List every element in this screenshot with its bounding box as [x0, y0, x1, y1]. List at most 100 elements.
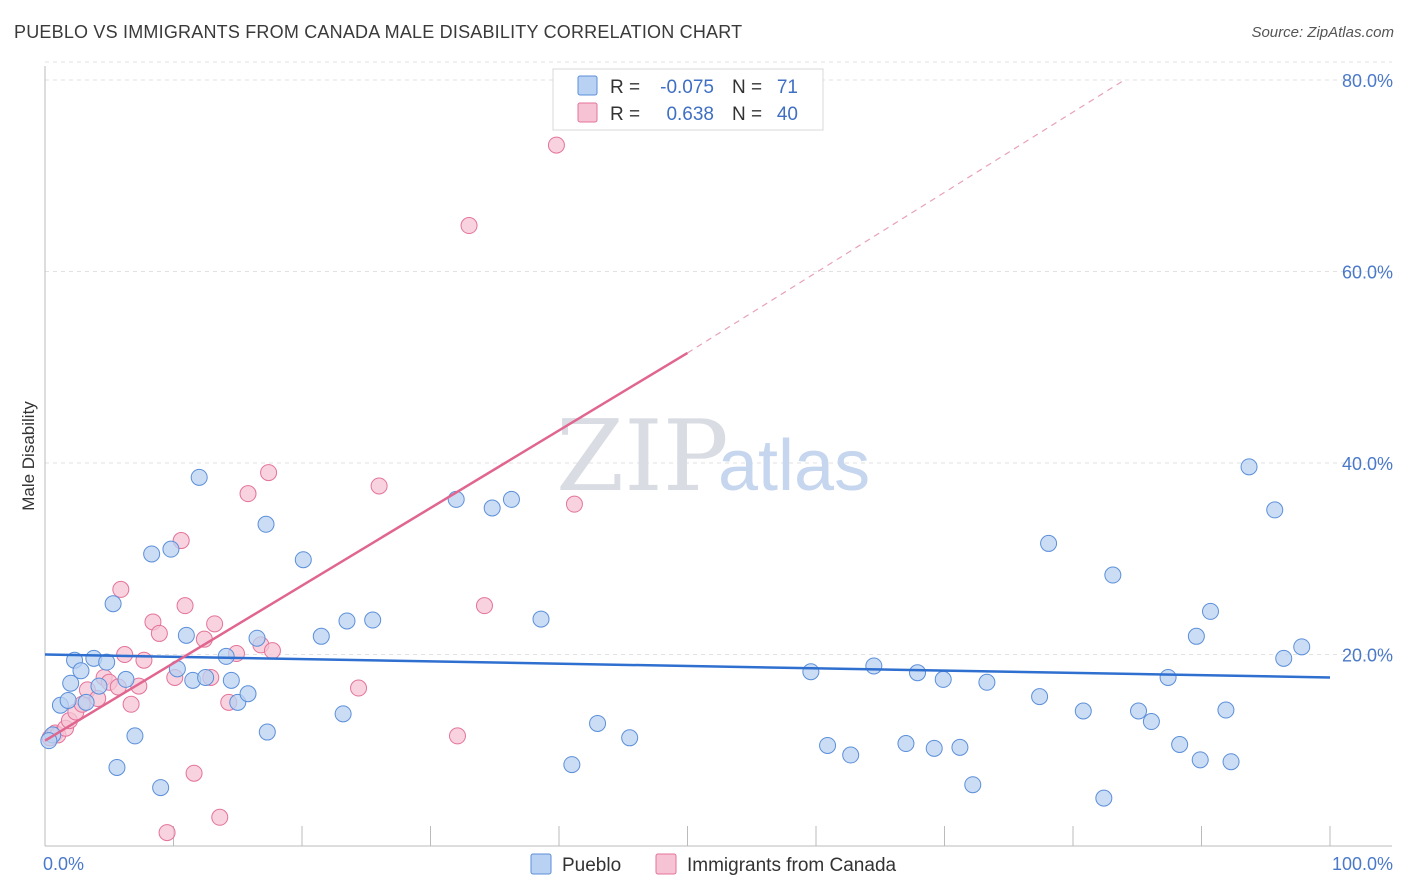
legend-swatch-canada	[577, 102, 598, 123]
x-tick-label-0: 0.0%	[43, 854, 84, 874]
legend-r-value-2: 0.638	[666, 104, 714, 125]
pueblo-point-28	[258, 723, 276, 741]
y-tick-label-2: 60.0%	[1342, 263, 1393, 283]
y-tick-labels: 20.0% 40.0% 60.0% 80.0%	[1342, 71, 1393, 666]
canada-point-23	[185, 764, 203, 782]
y-tick-label-1: 40.0%	[1342, 454, 1393, 474]
pueblo-point-15	[152, 779, 170, 797]
pueblo-point-49	[951, 738, 969, 756]
canada-point-38	[475, 597, 493, 615]
pueblo-point-21	[197, 668, 215, 686]
pueblo-point-47	[925, 739, 943, 757]
x-tick-labels: 0.0% 100.0%	[43, 854, 1393, 874]
pueblo-point-6	[77, 693, 95, 711]
correlation-legend: R = -0.075 N = 71 R = 0.638 N = 40	[552, 68, 824, 131]
pueblo-point-45	[897, 735, 915, 753]
pueblo-trend-line	[44, 653, 1331, 679]
pueblo-point-29	[294, 551, 312, 569]
bottom-legend-swatch-canada	[655, 853, 677, 875]
legend-n-label-1: N =	[732, 77, 762, 98]
pueblo-point-23	[222, 671, 240, 689]
series-legend: Pueblo Immigrants from Canada	[530, 853, 897, 876]
pueblo-point-18	[177, 626, 195, 644]
bottom-legend-label-pueblo: Pueblo	[562, 855, 621, 876]
bottom-legend-swatch-pueblo	[530, 853, 552, 875]
canada-point-12	[112, 580, 130, 598]
canada-point-18	[150, 624, 168, 642]
pueblo-point-63	[1201, 602, 1219, 620]
legend-r-label-2: R =	[610, 104, 640, 125]
watermark-atlas: atlas	[718, 426, 870, 506]
canada-point-16	[135, 651, 153, 669]
pueblo-point-38	[563, 756, 581, 774]
canada-point-26	[206, 615, 224, 633]
source-credit: Source: ZipAtlas.com	[1251, 24, 1394, 41]
pueblo-point-68	[1275, 649, 1293, 667]
pueblo-point-36	[502, 490, 520, 508]
canada-point-33	[263, 642, 281, 660]
pueblo-point-46	[909, 664, 927, 682]
pueblo-point-35	[483, 499, 501, 517]
canada-point-27	[211, 808, 229, 826]
canada-point-40	[565, 495, 583, 513]
pueblo-point-27	[257, 515, 275, 533]
pueblo-point-56	[1104, 566, 1122, 584]
canada-point-32	[260, 464, 278, 482]
pueblo-point-59	[1159, 668, 1177, 686]
legend-r-value-1: -0.075	[660, 77, 714, 98]
pueblo-point-48	[934, 670, 952, 688]
pueblo-point-53	[1040, 534, 1058, 552]
pueblo-point-58	[1142, 713, 1160, 731]
pueblo-point-40	[621, 729, 639, 747]
canada-point-34	[350, 679, 368, 697]
legend-n-label-2: N =	[732, 104, 762, 125]
canada-trend-line	[44, 351, 689, 742]
pueblo-point-9	[98, 653, 116, 671]
pueblo-point-54	[1074, 702, 1092, 720]
pueblo-point-33	[364, 611, 382, 629]
legend-n-value-2: 40	[777, 104, 798, 125]
y-tick-label-3: 80.0%	[1342, 71, 1393, 91]
chart-title: PUEBLO VS IMMIGRANTS FROM CANADA MALE DI…	[14, 22, 743, 42]
pueblo-point-51	[978, 673, 996, 691]
canada-point-22	[176, 597, 194, 615]
pueblo-point-61	[1187, 627, 1205, 645]
pueblo-point-3	[62, 674, 80, 692]
pueblo-point-30	[312, 627, 330, 645]
canada-point-36	[448, 727, 466, 745]
pueblo-point-37	[532, 610, 550, 628]
pueblo-point-52	[1031, 688, 1049, 706]
legend-n-value-1: 71	[777, 77, 798, 98]
pueblo-point-31	[334, 705, 352, 723]
pueblo-point-20	[190, 468, 208, 486]
bottom-legend-label-canada: Immigrants from Canada	[687, 855, 897, 876]
pueblo-point-43	[842, 746, 860, 764]
legend-swatch-pueblo	[577, 75, 598, 96]
axes	[44, 66, 1392, 847]
pueblo-point-69	[1293, 638, 1311, 656]
canada-point-14	[122, 695, 140, 713]
pueblo-point-62	[1191, 751, 1209, 769]
grid-lines	[45, 61, 1392, 655]
pueblo-point-14	[143, 545, 161, 563]
pueblo-point-64	[1217, 701, 1235, 719]
pueblo-point-13	[126, 727, 144, 745]
pueblo-point-39	[589, 714, 607, 732]
pueblo-point-60	[1171, 736, 1189, 754]
canada-point-13	[116, 646, 134, 663]
trend-lines	[44, 79, 1331, 742]
pueblo-point-44	[865, 657, 883, 675]
x-tick-label-1: 100.0%	[1332, 854, 1393, 874]
pueblo-point-66	[1240, 458, 1258, 476]
canada-trend-extension	[687, 79, 1125, 354]
pueblo-point-2	[59, 691, 77, 709]
legend-r-label-1: R =	[610, 77, 640, 98]
pueblo-point-12	[117, 670, 135, 688]
pueblo-point-11	[108, 758, 126, 776]
pueblo-point-26	[248, 629, 266, 647]
pueblo-point-67	[1266, 501, 1284, 519]
y-tick-label-0: 20.0%	[1342, 646, 1393, 666]
legend-box	[552, 68, 824, 131]
pueblo-point-5	[72, 662, 90, 680]
watermark-zip: ZIP	[556, 400, 729, 514]
